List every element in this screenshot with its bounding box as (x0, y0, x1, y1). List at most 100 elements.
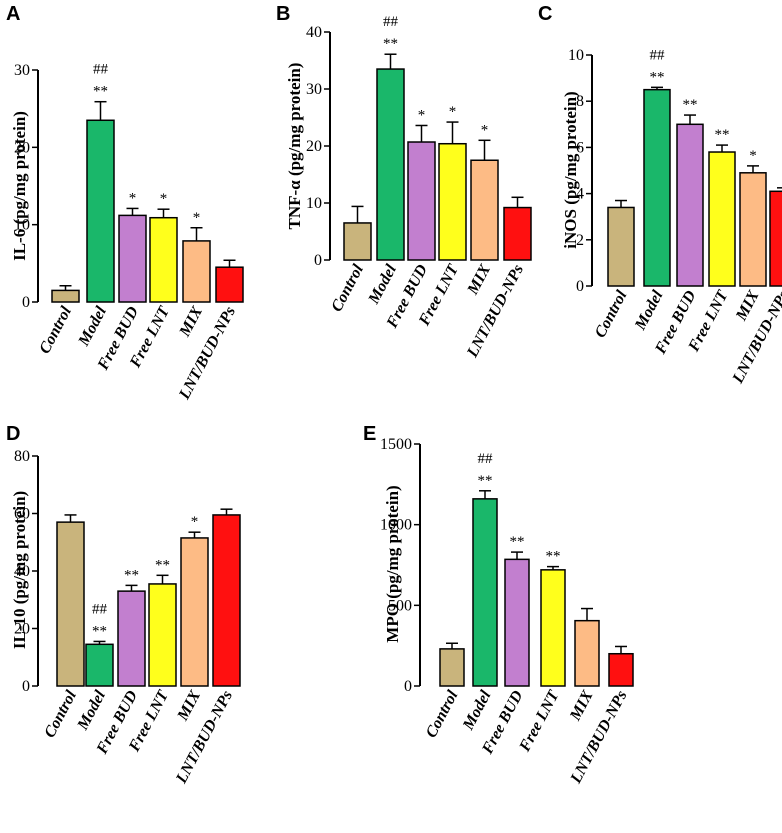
significance-hash: ## (650, 47, 666, 63)
y-tick-label: 500 (388, 597, 412, 614)
y-tick-label: 1500 (380, 436, 412, 453)
chart-panel-c: C 0 2 4 6 8 10 iNOS (pg/mg protein) Control ** ## M… (538, 3, 782, 387)
significance-star: ** (92, 623, 107, 639)
y-tick-label: 60 (14, 506, 30, 523)
bar-lnt-bud-nps (212, 514, 241, 687)
bar-mix (182, 240, 211, 303)
y-tick-label: 0 (22, 294, 30, 311)
category-label: Model (75, 303, 110, 349)
y-tick-label: 20 (14, 621, 30, 638)
significance-star: ** (155, 557, 170, 573)
significance-hash: ## (383, 14, 399, 30)
bar-free-lnt (438, 142, 467, 261)
bar-free-bud (407, 141, 436, 261)
category-label: MIX (174, 688, 204, 725)
significance-star: ** (93, 84, 108, 100)
bar-control (343, 222, 372, 261)
bar-control (51, 289, 80, 303)
bar-mix (574, 619, 600, 687)
y-tick-label: 30 (14, 62, 30, 79)
panel-label: D (6, 423, 20, 445)
bar-control (56, 521, 85, 687)
y-axis-label: iNOS (pg/mg protein) (561, 91, 580, 248)
category-label: MIX (176, 304, 206, 341)
y-tick-label: 2 (576, 232, 584, 249)
y-axis-label: IL-6 (pg/mg protein) (10, 111, 29, 261)
significance-hash: ## (93, 62, 109, 78)
significance-star: * (418, 107, 426, 123)
y-tick-label: 40 (14, 563, 30, 580)
bar-lnt-bud-nps (608, 652, 634, 687)
bar-model (472, 498, 498, 687)
significance-star: * (191, 514, 199, 530)
y-tick-label: 8 (576, 93, 584, 110)
y-tick-label: 10 (568, 47, 584, 64)
bar-model (643, 88, 671, 287)
y-tick-label: 4 (576, 186, 584, 203)
bar-model (86, 119, 115, 303)
y-tick-label: 10 (306, 195, 322, 212)
y-tick-label: 20 (14, 139, 30, 156)
y-tick-label: 30 (306, 81, 322, 98)
category-label: Model (631, 287, 666, 333)
bar-control (439, 648, 465, 687)
category-label: Control (592, 287, 631, 340)
significance-star: * (481, 122, 489, 138)
category-label: Control (328, 261, 367, 314)
y-tick-label: 20 (306, 138, 322, 155)
significance-hash: ## (92, 601, 108, 617)
y-tick-label: 40 (306, 24, 322, 41)
y-axis-label: TNF-α (pg/mg protein) (285, 63, 304, 230)
panel-label: B (276, 3, 290, 25)
bar-lnt-bud-nps (503, 206, 532, 261)
y-tick-label: 0 (22, 678, 30, 695)
significance-star: * (129, 190, 137, 206)
y-axis-label: IL-10 (pg/mg protein) (10, 491, 29, 649)
bar-control (607, 206, 635, 287)
significance-star: * (193, 210, 201, 226)
panel-label: C (538, 3, 552, 25)
significance-star: ** (478, 473, 493, 489)
bar-lnt-bud-nps (215, 266, 244, 303)
y-axis-label: MPO (pg/mg protein) (383, 485, 402, 642)
bar-free-lnt (540, 569, 566, 687)
panel-label: A (6, 3, 20, 25)
panel-label: E (363, 423, 376, 445)
bar-lnt-bud-nps (769, 190, 782, 287)
significance-star: * (449, 104, 457, 120)
bar-free-lnt (148, 583, 177, 687)
bar-mix (180, 537, 209, 687)
category-label: MIX (464, 262, 494, 299)
significance-star: * (160, 191, 168, 207)
bar-model (85, 643, 114, 687)
significance-hash: ## (478, 451, 494, 467)
y-tick-label: 0 (576, 278, 584, 295)
category-label: MIX (732, 288, 762, 325)
significance-star: ** (683, 97, 698, 113)
y-tick-label: 10 (14, 217, 30, 234)
y-tick-label: 6 (576, 139, 584, 156)
bar-free-bud (676, 123, 704, 287)
category-label: Model (459, 687, 494, 733)
bar-mix (470, 159, 499, 261)
significance-star: ** (383, 36, 398, 52)
bar-free-lnt (149, 216, 178, 303)
y-tick-label: 0 (404, 678, 412, 695)
category-label: Control (423, 687, 462, 740)
category-label: Control (41, 687, 80, 740)
bar-free-bud (117, 590, 146, 687)
y-tick-label: 80 (14, 448, 30, 465)
bar-free-lnt (708, 151, 736, 287)
category-label: MIX (566, 688, 596, 725)
category-label: Model (74, 687, 109, 733)
y-tick-label: 1000 (380, 517, 412, 534)
significance-star: ** (715, 127, 730, 143)
bar-free-bud (118, 214, 147, 303)
bar-free-bud (504, 558, 530, 687)
significance-star: ** (650, 69, 665, 85)
bar-mix (739, 172, 767, 287)
